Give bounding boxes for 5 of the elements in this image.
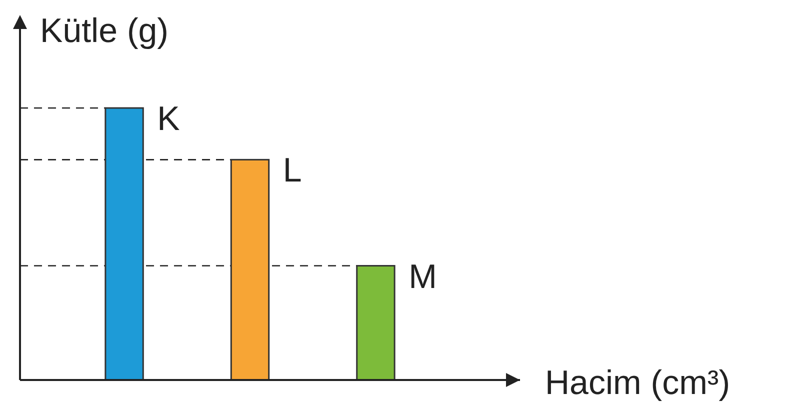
x-tick-label: L	[282, 152, 302, 190]
x-tick-label: K	[157, 100, 180, 138]
x-tick-label: M	[408, 258, 437, 296]
y-axis-title: Kütle (g)	[40, 12, 168, 50]
x-axis-title: Hacim (cm³)	[545, 364, 730, 402]
